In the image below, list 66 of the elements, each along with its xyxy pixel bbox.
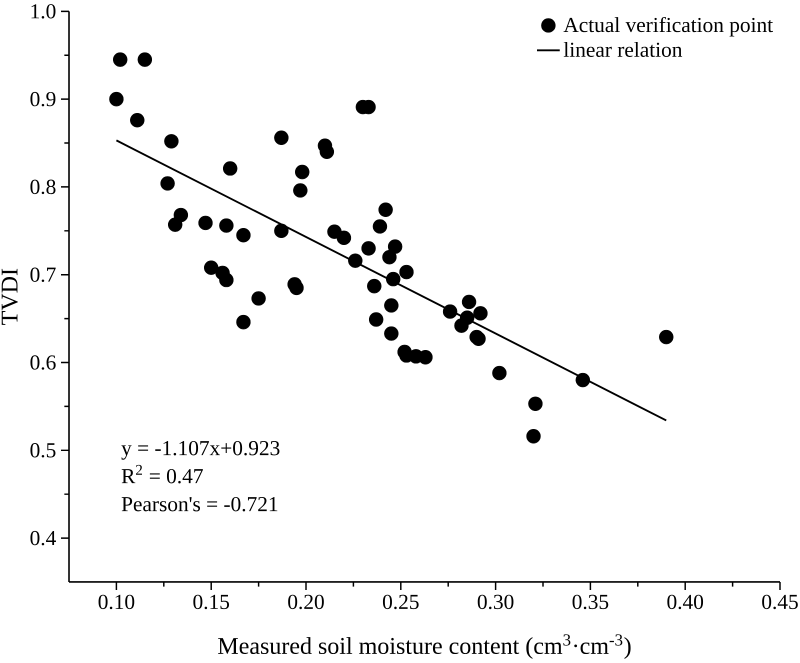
point [320,144,334,160]
point [274,224,289,238]
point [528,396,543,411]
y-tick-label: 0.6 [30,355,56,370]
annotation: Pearson's = -0.721 [122,496,278,512]
x-tick-label: 0.30 [478,594,514,610]
point [388,239,402,254]
y-tick-label: 0.4 [30,530,56,546]
x-tick-label: 0.15 [193,594,230,610]
point [372,219,388,234]
x-tick-label: 0.40 [667,594,704,610]
point [219,272,234,288]
point [492,366,507,380]
point [361,241,376,256]
y-tick-label: 0.5 [30,443,56,458]
x-tick-label: 0.10 [98,594,134,610]
y-axis-title: TVDI [2,268,18,325]
point [442,304,458,319]
point [378,202,393,217]
x-axis-title: Measured soil moisture content (cm$^{3}$·cm$^{-3}$) [218,634,631,659]
annotation: y = -1.107x+0.923 [121,440,280,460]
y-tick-label: 1.0 [32,4,56,19]
point [659,330,674,344]
point [336,230,352,246]
point [576,372,590,388]
y-tick-label: 0.9 [30,92,56,106]
point [219,218,234,233]
point [382,250,397,264]
point [367,278,382,294]
point [130,112,144,128]
point [289,280,304,296]
point [160,176,175,191]
point [384,298,399,313]
point [462,294,476,310]
point [274,130,289,145]
point [198,216,213,230]
x-tick-label: 0.25 [382,594,419,610]
point [236,228,251,242]
x-tick-label: 0.35 [572,594,608,610]
point [384,326,399,341]
point [164,134,179,148]
point [251,291,266,306]
point [460,310,474,325]
x-tick-label: 0.45 [762,594,798,610]
x-tick-label: 0.20 [288,594,324,610]
y-tick-label: 0.8 [30,180,56,194]
point [138,52,152,67]
point [293,183,308,198]
legend-label: linear relation [564,42,682,57]
point [418,350,433,364]
point [109,92,124,106]
y-tick-label: 0.7 [30,267,56,282]
point [399,264,414,280]
point [204,260,218,275]
point [112,52,128,67]
legend-label: Actual verification point [564,16,773,36]
point [168,217,182,232]
point [295,164,310,180]
point [348,253,363,268]
point [368,312,384,327]
point [386,272,400,286]
point [236,314,251,330]
annotation: R$^{2}$ = 0.47 [122,464,203,484]
point [473,306,488,321]
point [526,429,541,444]
point [222,161,238,176]
